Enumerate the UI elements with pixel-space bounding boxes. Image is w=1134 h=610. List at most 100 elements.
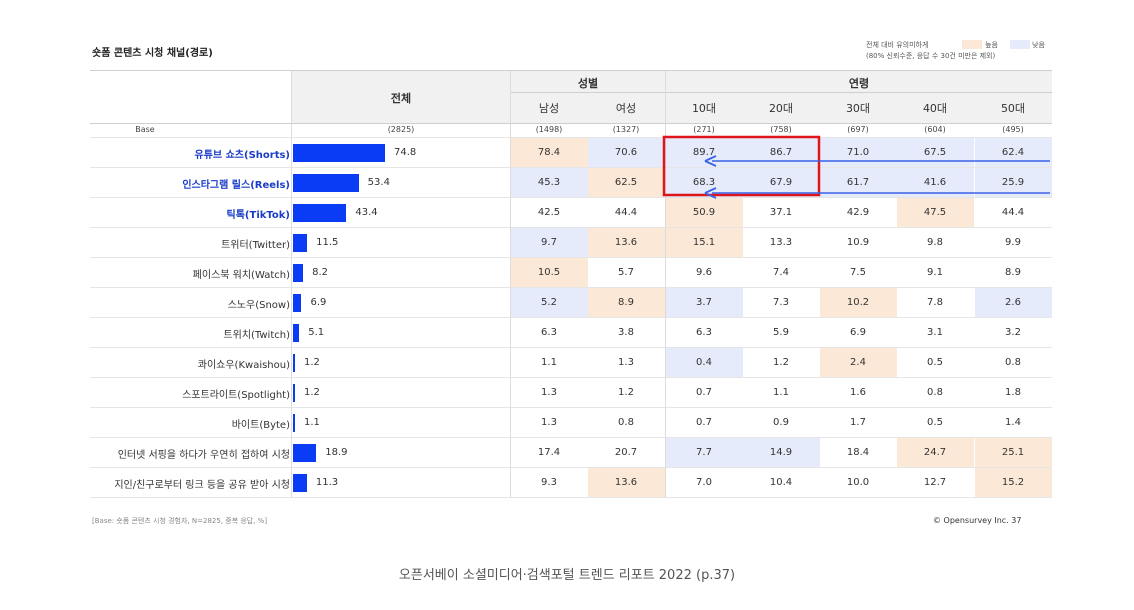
total-bar (293, 474, 307, 492)
base-value: (758) (770, 125, 792, 134)
significance-low-cell (666, 348, 743, 377)
total-bar-label: 11.3 (315, 477, 339, 488)
value-cell: 20.7 (614, 447, 638, 458)
base-total: (2825) (387, 125, 415, 134)
row-divider (90, 167, 1052, 168)
value-cell: 1.3 (618, 357, 634, 368)
row-label: 트위치(Twitch) (223, 330, 290, 341)
significance-low-cell (897, 168, 974, 197)
value-cell: 6.3 (541, 327, 557, 338)
total-bar-label: 43.4 (355, 207, 378, 218)
value-cell: 45.3 (537, 177, 561, 188)
total-bar (293, 354, 295, 372)
value-cell: 9.8 (927, 237, 943, 248)
column-header: 남성 (538, 102, 560, 115)
value-cell: 1.7 (850, 417, 866, 428)
header-mid-line (511, 92, 1052, 93)
value-cell: 10.5 (537, 267, 561, 278)
value-cell: 1.8 (1005, 387, 1021, 398)
legend-note-line1: 전체 대비 유의미하게 (866, 41, 929, 49)
significance-high-cell (588, 468, 665, 497)
row-label: 스포트라이트(Spotlight) (182, 390, 290, 401)
value-cell: 0.8 (618, 417, 634, 428)
total-bar (293, 144, 385, 162)
value-cell: 25.1 (1001, 447, 1025, 458)
significance-high-cell (588, 288, 665, 317)
value-cell: 1.3 (541, 417, 557, 428)
value-cell: 5.9 (773, 327, 789, 338)
value-cell: 7.3 (773, 297, 789, 308)
significance-high-cell (897, 198, 974, 227)
value-cell: 3.1 (927, 327, 943, 338)
total-bar-label: 1.1 (304, 417, 320, 428)
total-bar-label: 53.4 (367, 177, 390, 188)
value-cell: 62.4 (1001, 147, 1025, 158)
column-header: 30대 (845, 102, 871, 115)
value-cell: 9.3 (541, 477, 557, 488)
value-cell: 5.7 (618, 267, 634, 278)
value-cell: 13.3 (769, 237, 793, 248)
header-bottom-line (90, 123, 1052, 124)
value-cell: 6.9 (850, 327, 866, 338)
value-cell: 78.4 (537, 147, 561, 158)
value-cell: 44.4 (1001, 207, 1025, 218)
value-cell: 2.4 (850, 357, 866, 368)
value-cell: 13.6 (614, 477, 638, 488)
value-cell: 14.9 (769, 447, 793, 458)
value-cell: 1.6 (850, 387, 866, 398)
value-cell: 1.1 (541, 357, 557, 368)
significance-low-cell (511, 168, 588, 197)
header-total: 전체 (390, 92, 412, 105)
significance-high-cell (511, 258, 588, 287)
base-value: (271) (693, 125, 715, 134)
row-divider (90, 137, 1052, 138)
row-label: 유튜브 쇼츠(Shorts) (194, 150, 290, 161)
column-header: 여성 (615, 102, 637, 115)
value-cell: 68.3 (692, 177, 716, 188)
value-cell: 3.8 (618, 327, 634, 338)
significance-low-cell (588, 138, 665, 167)
legend-high-swatch (962, 40, 982, 49)
value-cell: 70.6 (614, 147, 638, 158)
value-cell: 37.1 (769, 207, 793, 218)
value-cell: 10.9 (846, 237, 870, 248)
row-label: 트위터(Twitter) (221, 240, 290, 251)
total-bar-label: 1.2 (304, 357, 320, 368)
row-label: 인터넷 서핑을 하다가 우연히 접하여 시청 (117, 450, 290, 461)
significance-high-cell (511, 138, 588, 167)
significance-low-cell (975, 138, 1052, 167)
caption: 오픈서베이 소셜미디어·검색포털 트렌드 리포트 2022 (p.37) (398, 568, 736, 583)
column-header: 50대 (1000, 102, 1026, 115)
significance-low-cell (511, 228, 588, 257)
column-divider (665, 71, 666, 498)
value-cell: 0.7 (696, 387, 712, 398)
value-cell: 12.7 (923, 477, 947, 488)
value-cell: 62.5 (614, 177, 638, 188)
value-cell: 15.2 (1001, 477, 1025, 488)
value-cell: 7.0 (696, 477, 712, 488)
row-label: 스노우(Snow) (227, 300, 290, 311)
value-cell: 17.4 (537, 447, 561, 458)
base-value: (495) (1002, 125, 1024, 134)
value-cell: 3.7 (696, 297, 712, 308)
total-bar-label: 1.2 (304, 387, 320, 398)
value-cell: 24.7 (923, 447, 947, 458)
legend-note: 전체 대비 유의미하게 (80% 신뢰수준, 응답 수 30건 미만은 제외) (866, 40, 995, 62)
total-bar-label: 8.2 (312, 267, 328, 278)
total-bar-label: 5.1 (308, 327, 325, 338)
header-age: 연령 (848, 77, 870, 90)
significance-low-cell (897, 138, 974, 167)
header-gender: 성별 (577, 77, 599, 90)
significance-high-cell (975, 438, 1052, 467)
total-bar (293, 444, 317, 462)
column-header: 10대 (691, 102, 717, 115)
significance-low-cell (511, 288, 588, 317)
value-cell: 10.2 (846, 297, 870, 308)
total-bar (293, 234, 308, 252)
value-cell: 0.9 (773, 417, 789, 428)
value-cell: 42.5 (537, 207, 561, 218)
value-cell: 2.6 (1005, 297, 1021, 308)
total-bar (293, 204, 347, 222)
value-cell: 10.4 (769, 477, 793, 488)
value-cell: 47.5 (923, 207, 947, 218)
